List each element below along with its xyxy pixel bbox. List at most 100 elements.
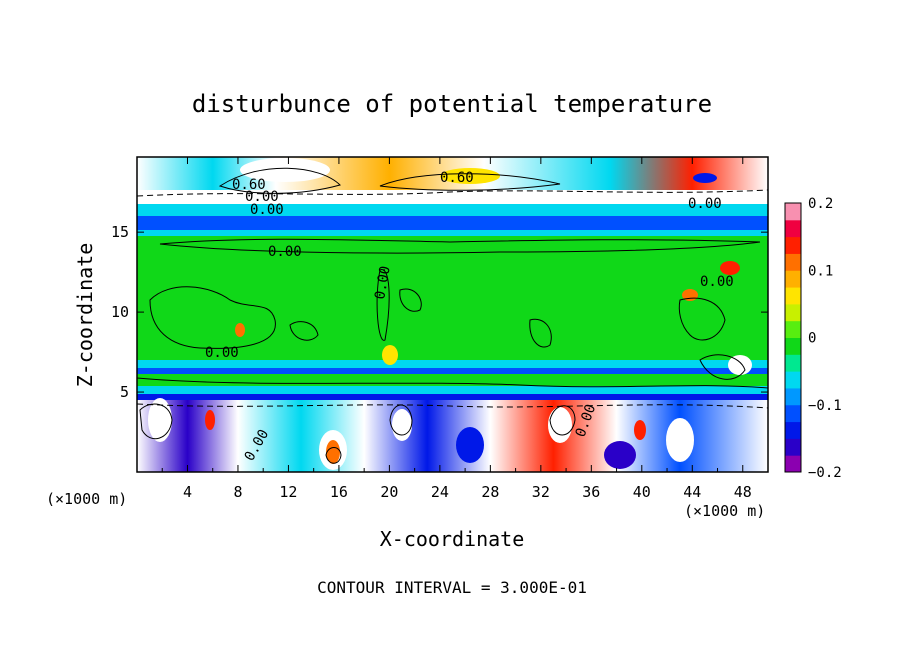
colorbar-tick-label: 0 bbox=[808, 331, 816, 347]
contour-lines bbox=[137, 167, 768, 464]
contour-label: 0.00 bbox=[250, 202, 284, 218]
contour-interval-note: CONTOUR INTERVAL = 3.000E-01 bbox=[317, 578, 587, 597]
cold-cell bbox=[693, 173, 717, 183]
y-tick-label: 5 bbox=[120, 383, 129, 401]
y-tick-label: 15 bbox=[111, 223, 129, 241]
x-tick-label: 44 bbox=[683, 483, 701, 501]
contour-label: 0.00 bbox=[245, 189, 279, 205]
colorbar-swatch bbox=[785, 371, 801, 389]
contour-label: 0.00 bbox=[268, 244, 302, 260]
contour-line bbox=[529, 318, 552, 348]
colorbar-swatch bbox=[785, 438, 801, 456]
x-tick-label: 20 bbox=[380, 483, 398, 501]
warm-cell bbox=[235, 323, 245, 337]
contour-line bbox=[159, 238, 761, 254]
colorbar-swatch bbox=[785, 236, 801, 254]
colorbar-frame bbox=[784, 202, 802, 473]
x-axis: 4 8 12 16 20 24 28 32 36 40 44 48 bbox=[161, 157, 752, 501]
x-tick-label: 40 bbox=[633, 483, 651, 501]
warm-cell bbox=[382, 345, 398, 365]
chart-title: disturbunce of potential temperature bbox=[192, 90, 712, 118]
plot-area: 0.00 0.00 0.00 0.00 0.60 0.60 0.00 0.00 … bbox=[137, 157, 768, 472]
y-axis-label: Z-coordinate bbox=[73, 243, 97, 388]
y-tick-label: 10 bbox=[111, 303, 129, 321]
x-unit-left: (×1000 m) bbox=[46, 490, 127, 508]
cold-cell bbox=[666, 418, 694, 462]
contour-line bbox=[149, 286, 276, 349]
cyan-band-lower bbox=[137, 360, 768, 368]
colorbar-swatch bbox=[785, 219, 801, 238]
blue-band-lowest bbox=[137, 394, 768, 400]
contour-label: 0.60 bbox=[232, 177, 266, 193]
x-tick-label: 12 bbox=[279, 483, 297, 501]
contour-label: 0.00 bbox=[372, 265, 394, 301]
blue-band-lower bbox=[137, 368, 768, 374]
contour-line bbox=[699, 354, 746, 380]
colorbar-swatch bbox=[785, 337, 801, 355]
contour-line bbox=[376, 269, 390, 341]
warm-cell bbox=[728, 355, 752, 375]
warm-cell bbox=[720, 261, 740, 275]
x-tick-label: 28 bbox=[481, 483, 499, 501]
x-tick-label: 32 bbox=[532, 483, 550, 501]
x-tick-label: 36 bbox=[582, 483, 600, 501]
contour-line bbox=[137, 403, 768, 409]
colorbar-swatch bbox=[785, 455, 801, 473]
contour-line bbox=[137, 189, 768, 197]
y-axis: 5 10 15 bbox=[111, 223, 768, 401]
contour-line bbox=[678, 297, 726, 341]
colorbar-swatch bbox=[785, 387, 801, 406]
x-tick-label: 16 bbox=[330, 483, 348, 501]
contour-line bbox=[139, 403, 173, 440]
contour-line bbox=[549, 405, 576, 436]
colorbar-swatch bbox=[785, 404, 801, 423]
x-unit-right: (×1000 m) bbox=[684, 502, 765, 520]
contour-line bbox=[218, 167, 341, 194]
colorbar bbox=[784, 202, 802, 473]
colorbar-swatch bbox=[785, 287, 801, 305]
contour-line bbox=[389, 404, 413, 436]
contour-label: 0.00 bbox=[205, 345, 239, 361]
cyan-band-lower-edge bbox=[137, 386, 768, 394]
contour-line bbox=[399, 288, 422, 312]
lower-turbulent-region bbox=[137, 398, 768, 472]
cold-cell bbox=[456, 427, 484, 463]
blue-band-upper bbox=[137, 216, 768, 230]
colorbar-tick-label: 0.1 bbox=[808, 263, 833, 279]
colorbar-tick-label: −0.1 bbox=[808, 398, 842, 414]
x-axis-label: X-coordinate bbox=[380, 527, 525, 551]
warm-cell bbox=[634, 420, 646, 440]
colorbar-swatch bbox=[785, 270, 801, 288]
cold-cell bbox=[392, 409, 412, 441]
cold-cell bbox=[548, 407, 572, 443]
colorbar-swatch bbox=[785, 421, 801, 439]
contour-line bbox=[325, 447, 342, 464]
contour-line bbox=[379, 173, 561, 191]
contour-label: 0.60 bbox=[440, 170, 474, 186]
x-tick-label: 48 bbox=[734, 483, 752, 501]
cyan-band-upper-lower-edge bbox=[137, 230, 768, 236]
x-tick-label: 24 bbox=[431, 483, 449, 501]
plot-frame bbox=[136, 156, 769, 473]
contour-label: 0.00 bbox=[688, 196, 722, 212]
colorbar-swatch bbox=[785, 354, 801, 372]
field-features bbox=[148, 158, 752, 470]
cold-cell bbox=[240, 158, 330, 182]
x-tick-label: 4 bbox=[183, 483, 192, 501]
colorbar-swatch bbox=[785, 303, 801, 322]
cold-cell bbox=[148, 398, 172, 442]
cold-cell bbox=[604, 441, 636, 469]
warm-cell bbox=[440, 168, 500, 184]
colorbar-swatch bbox=[785, 253, 801, 271]
contour-label: 0.00 bbox=[700, 274, 734, 290]
colorbar-swatch bbox=[785, 203, 801, 221]
colorbar-swatch bbox=[785, 320, 801, 338]
cyan-band-upper bbox=[137, 204, 768, 216]
warm-cell bbox=[205, 410, 215, 430]
colorbar-tick-label: 0.2 bbox=[808, 196, 833, 212]
colorbar-ticks: 0.2 0.1 0 −0.1 −0.2 bbox=[808, 196, 842, 481]
x-tick-label: 8 bbox=[233, 483, 242, 501]
warm-cell bbox=[326, 440, 340, 464]
upper-white-band bbox=[137, 190, 768, 204]
